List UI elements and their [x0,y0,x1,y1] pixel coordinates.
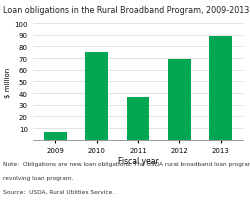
Text: Note:  Obligations are new loan obligations. The USDA rural broadband loan progr: Note: Obligations are new loan obligatio… [2,161,250,166]
Text: revolving loan program.: revolving loan program. [2,175,73,180]
Text: Source:  USDA, Rural Utilities Service.: Source: USDA, Rural Utilities Service. [2,189,113,194]
Bar [85,53,108,140]
Text: Loan obligations in the Rural Broadband Program, 2009-2013: Loan obligations in the Rural Broadband … [2,6,248,15]
Bar [44,132,66,140]
Bar [208,37,231,140]
Bar [167,60,190,140]
Y-axis label: $ million: $ million [6,67,12,97]
Bar [126,97,149,140]
X-axis label: Fiscal year: Fiscal year [117,156,158,165]
